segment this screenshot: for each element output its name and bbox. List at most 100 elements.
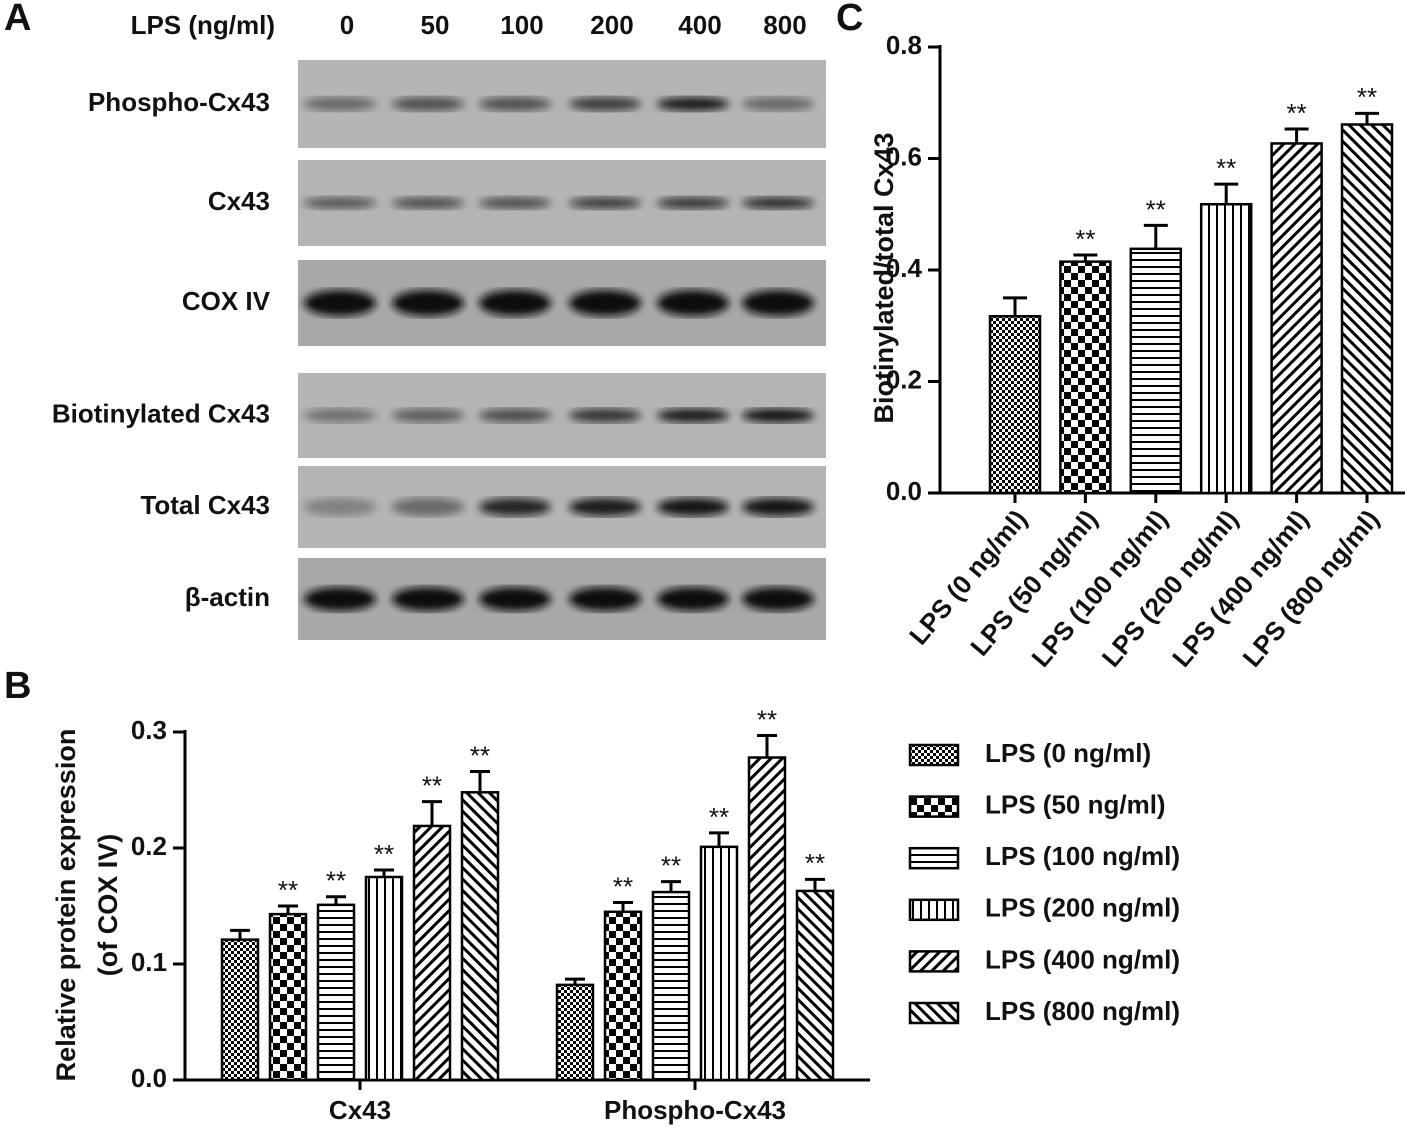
- blot-strip: [298, 60, 826, 148]
- blot-band: [657, 197, 729, 209]
- blot-row-label: Phospho-Cx43: [88, 87, 270, 117]
- significance: **: [1357, 82, 1377, 112]
- blot-row-label: Total Cx43: [140, 490, 270, 520]
- significance: **: [1216, 153, 1236, 183]
- significance: **: [1075, 224, 1095, 254]
- legend-label: LPS (50 ng/ml): [985, 789, 1166, 819]
- blot-band: [479, 290, 551, 316]
- y-axis-title: (of COX IV): [93, 834, 123, 977]
- y-axis-title: Biotinylated/total Cx43: [869, 132, 899, 423]
- blot-strip: [298, 160, 826, 246]
- legend-label: LPS (200 ng/ml): [985, 893, 1180, 923]
- legend-label: LPS (0 ng/ml): [985, 738, 1151, 768]
- blot-band: [742, 587, 814, 611]
- bar: [795, 889, 835, 1082]
- y-tick-label: 0.4: [886, 253, 923, 283]
- blot-band: [742, 97, 814, 111]
- significance: **: [470, 740, 490, 770]
- blot-band: [569, 97, 641, 111]
- bar: [555, 983, 595, 1082]
- legend-swatch: [908, 743, 960, 767]
- blot-band: [392, 97, 464, 111]
- blot-row-label: Cx43: [208, 186, 270, 216]
- panel-letter: B: [4, 665, 31, 707]
- blot-band: [742, 408, 814, 423]
- blot-band: [569, 587, 641, 611]
- y-tick-label: 0.0: [886, 476, 922, 506]
- bar: [460, 791, 500, 1082]
- blot-band: [657, 97, 729, 111]
- blot-band: [742, 197, 814, 209]
- blot-band: [742, 498, 814, 516]
- x-tick-label: LPS (50 ng/ml): [964, 504, 1103, 662]
- blot-band: [657, 587, 729, 611]
- blot-band: [569, 197, 641, 209]
- blot-band: [569, 498, 641, 516]
- panel-letter: C: [836, 0, 863, 39]
- blot-band: [657, 498, 729, 516]
- x-tick-label: Cx43: [329, 1095, 391, 1125]
- blot-row-label: COX IV: [182, 286, 271, 316]
- bar: [412, 824, 452, 1082]
- legend-swatch: [908, 1001, 960, 1025]
- legend-label: LPS (100 ng/ml): [985, 841, 1180, 871]
- dose-label: 100: [500, 10, 543, 40]
- bar: [1199, 202, 1253, 495]
- blot-band: [392, 290, 464, 316]
- blot-band: [657, 408, 729, 423]
- significance: **: [613, 871, 633, 901]
- legend-swatch: [908, 898, 960, 922]
- blot-panel: A LPS (ng/ml): [4, 0, 275, 40]
- blot-band: [304, 498, 376, 516]
- significance: **: [278, 875, 298, 905]
- blot-band: [392, 498, 464, 516]
- blot-band: [304, 97, 376, 111]
- y-tick-label: 0.0: [131, 1063, 167, 1093]
- blot-band: [479, 97, 551, 111]
- blot-band: [569, 290, 641, 316]
- y-tick-label: 0.3: [131, 715, 167, 745]
- blot-strip: [298, 373, 826, 458]
- bar: [1059, 260, 1112, 495]
- blot-strip: [298, 558, 826, 640]
- blot-band: [392, 408, 464, 423]
- blot-row-label: Biotinylated Cx43: [52, 398, 270, 428]
- legend-label: LPS (800 ng/ml): [985, 996, 1180, 1026]
- legend-swatch: [908, 846, 960, 870]
- legend-swatch: [908, 950, 960, 973]
- blot-strip: [298, 260, 826, 346]
- bar: [1270, 142, 1323, 495]
- blot-row-label: β-actin: [185, 582, 270, 612]
- bar: [220, 938, 260, 1082]
- blot-band: [304, 587, 376, 611]
- bar: [1340, 123, 1394, 495]
- dose-label: 50: [421, 10, 450, 40]
- significance: **: [1146, 194, 1166, 224]
- blot-band: [479, 408, 551, 423]
- bar: [988, 315, 1042, 495]
- y-tick-label: 0.2: [886, 364, 922, 394]
- x-tick-label: Phospho-Cx43: [604, 1095, 786, 1125]
- blot-band: [569, 408, 641, 423]
- legend-swatch: [908, 795, 960, 818]
- bar: [603, 910, 643, 1082]
- blot-band: [304, 197, 376, 209]
- blot-strip: [298, 466, 826, 548]
- blot-band: [479, 587, 551, 611]
- panel-letter: A: [4, 0, 31, 39]
- bar: [699, 845, 739, 1082]
- blot-band: [304, 290, 376, 316]
- bar: [1129, 247, 1183, 495]
- blot-band: [479, 197, 551, 209]
- bar: [651, 890, 691, 1082]
- y-tick-label: 0.6: [886, 141, 922, 171]
- blot-band: [742, 290, 814, 316]
- blot-band: [657, 290, 729, 316]
- significance: **: [757, 704, 777, 734]
- y-tick-label: 0.1: [131, 947, 167, 977]
- bar: [364, 875, 404, 1082]
- legend-label: LPS (400 ng/ml): [985, 944, 1180, 974]
- significance: **: [326, 866, 346, 896]
- blot-band: [304, 408, 376, 423]
